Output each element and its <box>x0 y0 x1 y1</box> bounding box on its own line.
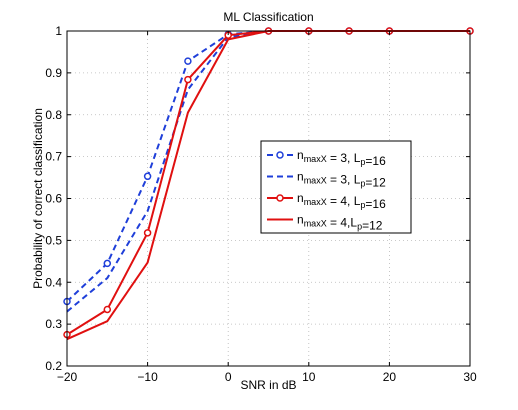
x-tick-label: 0 <box>225 370 232 384</box>
data-point <box>103 259 112 268</box>
y-tick-label: 0.4 <box>45 275 62 289</box>
legend-item-2: nmaxX = 3, Lp=12 <box>267 170 386 190</box>
data-point <box>143 229 152 237</box>
x-tick-label: 10 <box>302 370 316 384</box>
legend-marker <box>276 194 284 202</box>
data-point <box>184 75 192 84</box>
axis-ticks: −20 −10 0 10 20 30 0.2 0.3 0.4 0.5 0.6 0.7 0.8 0.9 1 <box>45 24 477 384</box>
y-tick-label: 1 <box>55 24 62 38</box>
legend-label: nmaxX = 4, Lp=16 <box>297 191 386 211</box>
y-tick-label: 0.3 <box>45 317 62 331</box>
legend-item-3: nmaxX = 4, Lp=16 <box>267 191 386 211</box>
series-layer <box>63 27 474 341</box>
x-tick-label: 30 <box>463 370 477 384</box>
series-2 <box>66 30 470 313</box>
y-tick-label: 0.5 <box>45 233 62 247</box>
y-tick-label: 0.2 <box>45 359 62 373</box>
y-axis-label: Probability of correct classification <box>31 108 45 289</box>
y-tick-label: 0.6 <box>45 192 62 206</box>
data-point <box>103 305 112 314</box>
legend-item-4: nmaxX = 4,Lp=12 <box>267 213 383 233</box>
legend-marker <box>276 151 284 159</box>
y-tick-label: 0.7 <box>45 150 62 164</box>
y-tick-label: 0.9 <box>45 66 62 80</box>
legend-label: nmaxX = 3, Lp=16 <box>297 148 386 168</box>
data-point <box>143 172 152 181</box>
x-tick-label: 20 <box>383 370 397 384</box>
y-tick-label: 0.8 <box>45 108 62 122</box>
legend-label: nmaxX = 3, Lp=12 <box>297 170 386 190</box>
x-tick-label: −20 <box>57 370 78 384</box>
legend-box <box>260 140 412 234</box>
data-point <box>184 57 192 65</box>
legend-item-1: nmaxX = 3, Lp=16 <box>267 148 386 168</box>
series-line-2 <box>66 30 470 313</box>
legend-label: nmaxX = 4,Lp=12 <box>297 213 383 233</box>
x-axis-label: SNR in dB <box>240 378 296 392</box>
chart-title: ML Classification <box>223 10 313 24</box>
x-tick-label: −10 <box>137 370 158 384</box>
